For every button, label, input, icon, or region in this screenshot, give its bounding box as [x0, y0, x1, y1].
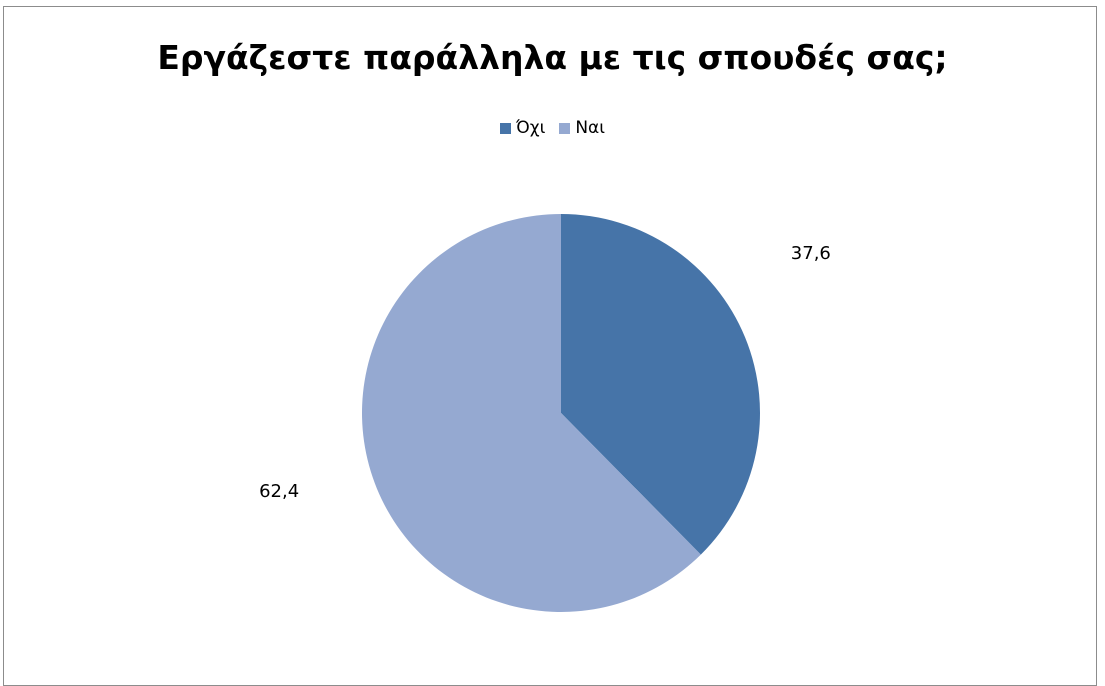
pie-slices: [361, 214, 760, 613]
pie-slice-nai: [361, 214, 701, 613]
legend-swatch-ochi: [499, 122, 511, 134]
legend-item-ochi: Όχι: [499, 118, 546, 138]
legend-item-nai: Ναι: [559, 118, 605, 138]
pie-chart: 37,6 62,4: [259, 214, 831, 613]
chart-legend: Όχι Ναι: [0, 118, 1105, 138]
legend-swatch-nai: [559, 122, 571, 134]
data-label-ochi: 37,6: [791, 243, 831, 264]
legend-label-ochi: Όχι: [515, 118, 546, 138]
pie-data-labels: 37,6 62,4: [259, 243, 831, 502]
data-label-nai: 62,4: [259, 481, 299, 502]
chart-title: Εργάζεστε παράλληλα με τις σπουδές σας;: [157, 38, 948, 77]
legend-label-nai: Ναι: [575, 118, 606, 138]
pie-slice-ochi: [561, 214, 760, 555]
